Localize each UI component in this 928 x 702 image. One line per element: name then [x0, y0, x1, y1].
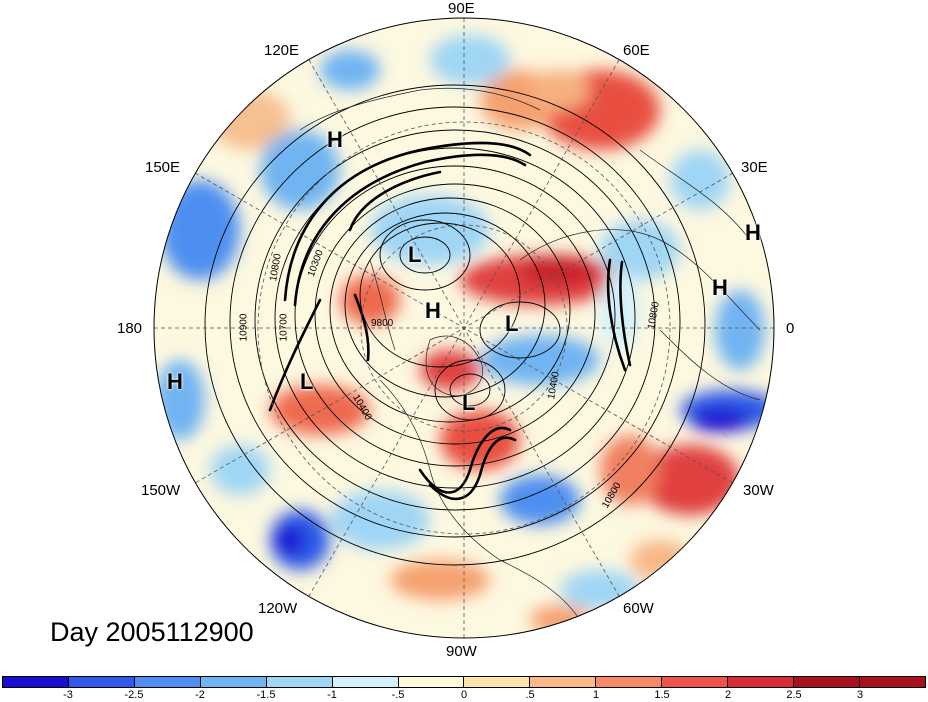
colorbar-segment	[398, 677, 465, 687]
colorbar-tick-label: -3	[63, 689, 73, 701]
jet-stream-contours	[268, 141, 632, 501]
low-pressure-marker: L	[462, 390, 476, 415]
colorbar-segment	[859, 677, 925, 687]
high-pressure-marker: H	[425, 298, 441, 323]
contour-label: 10900	[238, 313, 250, 342]
colorbar-segment	[794, 677, 860, 687]
colorbar-tick-label: 1.5	[654, 689, 670, 701]
colorbar-tick-label: -.5	[391, 689, 405, 701]
colorbar-tick-label: -2	[195, 689, 205, 701]
lon-label-30w: 30W	[743, 482, 774, 499]
colorbar-tick-label: -1.5	[256, 689, 276, 701]
colorbar-tick-label: .5	[525, 689, 535, 701]
colorbar-segment	[266, 677, 333, 687]
colorbar-tick-labels: -3 -2.5 -2 -1.5 -1 -.5 0 .5 1 1.5 2 2.5 3	[0, 689, 928, 702]
plot-date-title: Day 2005112900	[50, 617, 254, 647]
colorbar-segment	[596, 677, 663, 687]
high-pressure-marker: H	[327, 127, 343, 152]
lon-label-90w: 90W	[446, 643, 477, 660]
colorbar	[2, 676, 926, 688]
low-pressure-marker: L	[300, 369, 314, 394]
colorbar-tick-label: 0	[460, 689, 468, 701]
high-pressure-marker: H	[745, 220, 761, 245]
lon-label-120w: 120W	[258, 600, 298, 617]
colorbar-segment	[464, 677, 531, 687]
contour-lines	[204, 84, 706, 566]
colorbar-segment	[662, 677, 729, 687]
contour-label: 10700	[278, 313, 290, 342]
colorbar-segment	[3, 677, 69, 687]
high-pressure-marker: H	[712, 275, 728, 300]
colorbar-segment	[530, 677, 597, 687]
lon-label-0: 0	[786, 320, 795, 337]
colorbar-segment	[68, 677, 135, 687]
low-pressure-marker: L	[505, 311, 519, 336]
graticule	[154, 18, 774, 638]
colorbar-segment	[134, 677, 201, 687]
colorbar-segment	[332, 677, 399, 687]
colorbar-tick-label: 2.5	[786, 689, 802, 701]
lon-label-60w: 60W	[623, 600, 654, 617]
coastlines	[299, 87, 761, 621]
lon-label-150e: 150E	[145, 159, 181, 176]
lon-label-120e: 120E	[264, 42, 300, 59]
colorbar-segment	[728, 677, 795, 687]
colorbar-tick-label: 1	[592, 689, 600, 701]
colorbar-tick-label: 2	[724, 689, 732, 701]
colorbar-tick-label: -1	[327, 689, 337, 701]
lon-label-30e: 30E	[741, 159, 768, 176]
lon-label-180: 180	[117, 320, 143, 337]
contour-label: 9800	[371, 318, 394, 329]
map-boundary	[153, 17, 775, 639]
lon-label-90e: 90E	[448, 0, 475, 17]
colorbar-tick-label: -2.5	[124, 689, 144, 701]
low-pressure-marker: L	[408, 242, 422, 267]
lon-label-150w: 150W	[141, 482, 181, 499]
high-pressure-marker: H	[167, 369, 183, 394]
colorbar-segment	[200, 677, 267, 687]
colorbar-tick-label: 3	[856, 689, 864, 701]
lon-label-60e: 60E	[623, 42, 650, 59]
